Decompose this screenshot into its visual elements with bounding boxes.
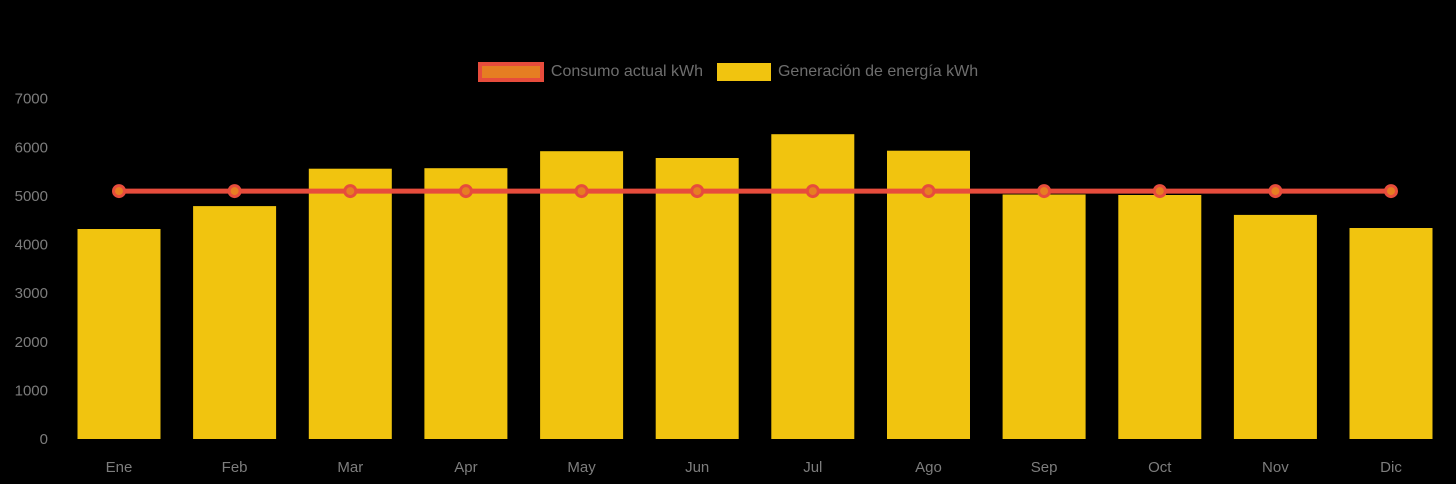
bar-Apr[interactable] [424, 168, 508, 439]
bars-layer [77, 134, 1433, 440]
legend-label-generacion-energia: Generación de energía kWh [777, 63, 979, 80]
x-tick-label-Nov: Nov [1262, 459, 1289, 476]
chart-legend: Consumo actual kWh Generación de energía… [0, 62, 1456, 82]
x-tick-label-Jun: Jun [685, 459, 709, 476]
y-tick-label-6000: 6000 [15, 139, 48, 156]
bar-Oct[interactable] [1118, 195, 1202, 439]
y-tick-label-2000: 2000 [15, 334, 48, 351]
bar-Mar[interactable] [308, 168, 392, 439]
line-point-Ago[interactable] [921, 184, 936, 199]
bar-Ene[interactable] [77, 229, 161, 439]
legend-swatch-generacion-energia [716, 63, 771, 81]
bar-Nov[interactable] [1233, 214, 1317, 439]
bar-Ago[interactable] [887, 150, 970, 439]
consumption-line-layer [112, 184, 1398, 199]
bar-Sep[interactable] [1002, 194, 1086, 440]
bar-Dic[interactable] [1349, 228, 1433, 439]
line-point-Nov[interactable] [1268, 184, 1283, 199]
x-tick-label-Jul: Jul [803, 459, 822, 476]
line-point-Dic[interactable] [1384, 184, 1398, 199]
line-point-Apr[interactable] [458, 184, 473, 199]
legend-swatch-consumo-actual [477, 62, 544, 82]
x-tick-label-Sep: Sep [1031, 459, 1058, 476]
y-tick-label-3000: 3000 [15, 285, 48, 302]
line-point-May[interactable] [574, 184, 589, 199]
line-point-Ene[interactable] [112, 184, 126, 199]
x-tick-label-Ago: Ago [915, 459, 942, 476]
x-tick-label-Dic: Dic [1380, 459, 1402, 476]
bar-Jul[interactable] [771, 134, 855, 439]
x-tick-label-Apr: Apr [454, 459, 477, 476]
bar-Feb[interactable] [193, 206, 277, 439]
line-point-Jun[interactable] [690, 184, 705, 199]
x-tick-label-Oct: Oct [1148, 459, 1172, 476]
legend-item-generacion-energia[interactable]: Generación de energía kWh [716, 62, 979, 82]
bar-Jun[interactable] [655, 158, 739, 439]
line-point-Sep[interactable] [1037, 184, 1052, 199]
y-tick-label-5000: 5000 [15, 188, 48, 205]
line-point-Jul[interactable] [805, 184, 820, 199]
line-point-Oct[interactable] [1152, 184, 1167, 199]
legend-label-consumo-actual: Consumo actual kWh [550, 63, 703, 80]
x-tick-label-Ene: Ene [106, 459, 133, 476]
line-point-Feb[interactable] [227, 184, 242, 199]
y-tick-label-7000: 7000 [15, 91, 48, 108]
line-point-Mar[interactable] [343, 184, 358, 199]
x-tick-label-Mar: Mar [337, 459, 363, 476]
y-axis-tick-labels: 0 1000 2000 3000 4000 5000 6000 7000 [15, 91, 48, 448]
bar-May[interactable] [540, 151, 624, 439]
y-tick-label-1000: 1000 [15, 382, 48, 399]
legend-item-consumo-actual[interactable]: Consumo actual kWh [477, 62, 703, 82]
y-tick-label-0: 0 [40, 431, 48, 448]
x-axis-tick-labels: Ene Feb Mar Apr May Jun Jul Ago Sep Oct Nov Dic [106, 459, 1403, 476]
x-tick-label-May: May [567, 459, 596, 476]
y-tick-label-4000: 4000 [15, 237, 48, 254]
x-tick-label-Feb: Feb [222, 459, 248, 476]
